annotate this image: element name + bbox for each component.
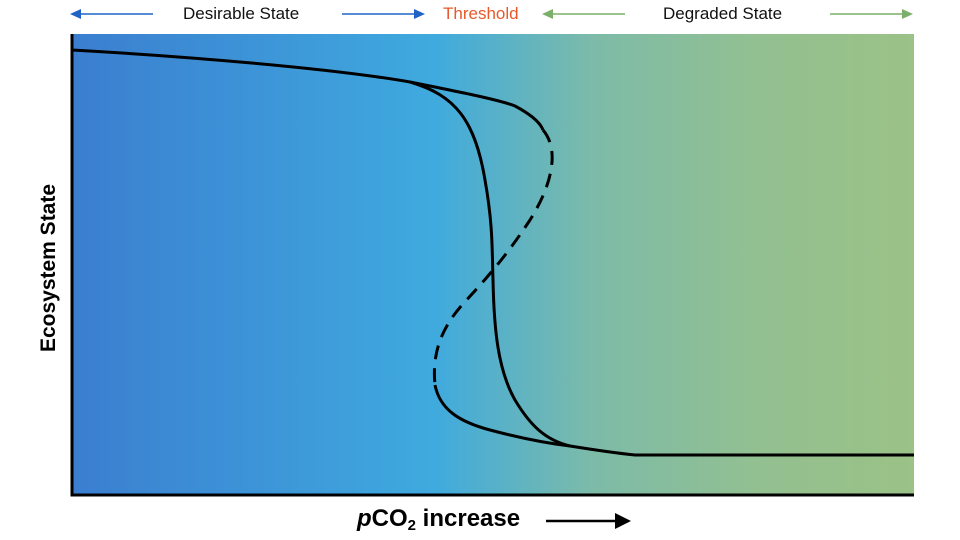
x-label-subscript: 2 xyxy=(407,517,417,534)
desirable-left-arrow xyxy=(70,9,153,19)
upper-stable-branch xyxy=(71,48,411,84)
threshold-steep-drop xyxy=(409,80,571,448)
degraded-left-arrow xyxy=(542,9,625,19)
hysteresis-lower-fold xyxy=(433,384,571,448)
x-label-main: CO xyxy=(371,505,408,532)
desirable-right-arrow xyxy=(342,9,425,19)
lower-stable-branch xyxy=(569,444,914,457)
x-axis-arrow xyxy=(546,513,631,529)
degraded-right-arrow xyxy=(830,9,913,19)
x-label-prefix: p xyxy=(357,505,372,532)
unstable-branch xyxy=(432,129,554,386)
x-axis-label: pCO2 increase xyxy=(357,505,520,534)
desirable-state-label: Desirable State xyxy=(183,4,300,23)
degraded-state-label: Degraded State xyxy=(663,4,783,23)
x-label-suffix: increase xyxy=(416,505,521,532)
hysteresis-upper-fold xyxy=(409,80,545,131)
y-axis-label: Ecosystem State xyxy=(37,183,60,353)
threshold-label: Threshold xyxy=(443,4,519,23)
